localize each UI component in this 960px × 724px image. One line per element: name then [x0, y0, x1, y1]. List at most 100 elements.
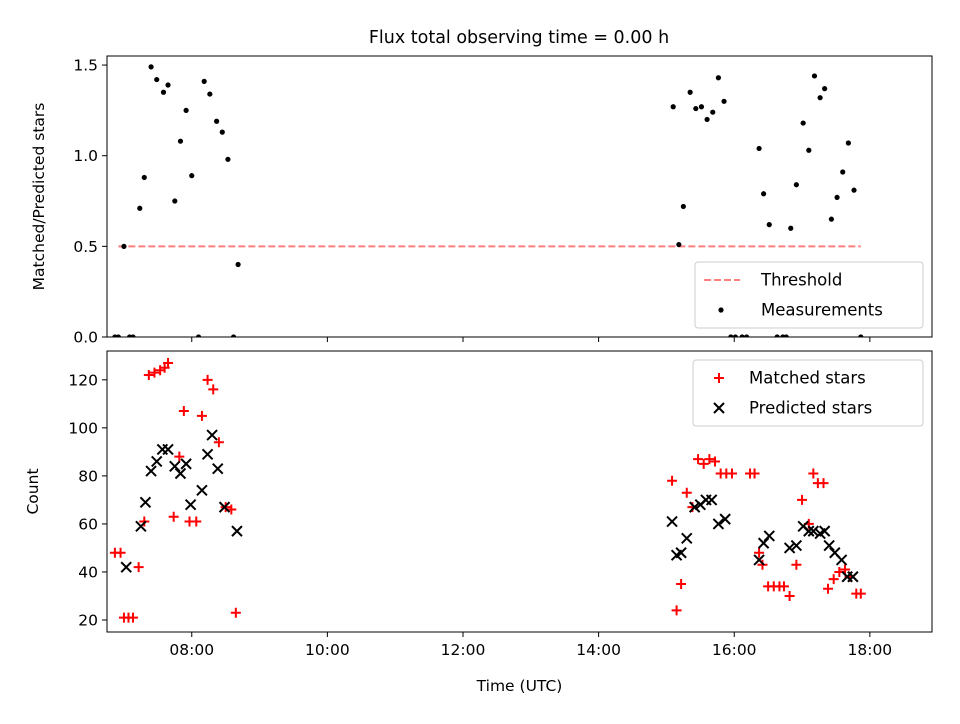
measurement-point	[148, 64, 154, 70]
matched-star-point	[778, 581, 789, 592]
measurement-point	[774, 334, 780, 337]
legend-label: Matched stars	[749, 369, 866, 388]
matched-star-point	[213, 437, 224, 448]
legend: Matched stars Predicted stars	[692, 359, 924, 427]
y-axis-label: Count	[24, 468, 42, 514]
measurement-point	[788, 225, 794, 231]
matched-star-point	[196, 410, 207, 421]
x-tick-label: 12:00	[441, 641, 486, 659]
measurement-point	[183, 107, 189, 113]
matched-star-point	[671, 605, 682, 616]
measurement-point	[670, 104, 676, 110]
legend: Threshold Measurements	[694, 261, 924, 329]
predicted-star-point	[218, 501, 231, 513]
y-tick-label: 80	[78, 467, 98, 485]
matched-star-point	[143, 370, 154, 381]
measurement-point	[137, 205, 143, 211]
legend-box	[694, 261, 924, 329]
measurement-point	[828, 216, 835, 222]
predicted-star-point	[757, 537, 770, 549]
measurement-point	[715, 75, 722, 81]
matched-star-point	[698, 458, 709, 469]
matched-star-point	[823, 583, 834, 594]
predicted-star-point	[145, 465, 157, 477]
measurement-point	[845, 140, 851, 146]
y-tick-label: 40	[78, 563, 98, 581]
measurement-point	[756, 145, 762, 152]
measurement-point	[130, 334, 136, 337]
y-tick-label: 120	[68, 371, 98, 389]
measurement-point	[698, 104, 705, 110]
measurement-point	[704, 116, 710, 123]
predicted-star-point	[681, 532, 693, 545]
legend-predicted-swatch	[713, 402, 725, 414]
matched-star-point	[784, 590, 795, 601]
matched-star-point	[693, 454, 704, 465]
y-tick-label: 0.0	[73, 329, 98, 347]
series-plus	[109, 358, 866, 623]
measurement-point	[851, 187, 857, 193]
measurement-point	[858, 334, 864, 337]
measurement-point	[687, 89, 693, 95]
measurement-point	[225, 156, 231, 162]
predicted-star-point	[231, 525, 243, 537]
measurement-point	[680, 203, 686, 210]
plot-area	[109, 358, 866, 623]
legend-label: Measurements	[761, 301, 883, 320]
matched-star-point	[127, 612, 138, 623]
figure-title: Flux total observing time = 0.00 h	[369, 28, 669, 48]
predicted-star-point	[712, 518, 725, 530]
x-tick-label: 08:00	[169, 641, 214, 659]
predicted-star-point	[120, 561, 132, 573]
predicted-star-point	[180, 458, 192, 470]
series-dot	[112, 64, 864, 337]
matched-star-point	[726, 468, 737, 479]
predicted-star-point	[783, 542, 796, 554]
measurement-point	[744, 334, 750, 337]
predicted-star-point	[790, 539, 803, 552]
matched-star-point	[855, 588, 866, 599]
predicted-star-point	[135, 520, 147, 533]
predicted-star-point	[818, 525, 831, 537]
measurement-point	[793, 182, 799, 188]
matched-star-point	[230, 607, 241, 618]
matched-star-point	[208, 384, 219, 395]
measurement-point	[207, 91, 213, 97]
predicted-star-point	[753, 554, 765, 566]
matched-star-point	[818, 478, 829, 489]
legend-label: Threshold	[760, 271, 842, 290]
matched-star-point	[704, 454, 715, 465]
predicted-star-point	[719, 513, 731, 525]
measurement-point	[219, 129, 225, 135]
matched-star-point	[797, 494, 808, 505]
series-x	[120, 429, 859, 583]
matched-star-point	[178, 406, 189, 417]
measurement-point	[189, 173, 195, 179]
plot-area	[112, 64, 864, 337]
y-tick-label: 100	[68, 419, 98, 437]
measurement-point	[201, 78, 207, 84]
matched-star-point	[808, 468, 819, 479]
matched-star-point	[681, 487, 692, 498]
x-axis-label: Time (UTC)	[476, 677, 563, 695]
x-tick-label: 10:00	[305, 641, 350, 659]
predicted-star-point	[705, 494, 718, 506]
measurement-point	[728, 334, 734, 337]
measurement-point	[766, 222, 772, 228]
matched-star-point	[676, 578, 687, 589]
legend-matched-swatch	[714, 373, 724, 383]
measurement-point	[840, 169, 846, 175]
matched-star-point	[163, 358, 174, 369]
legend-label: Predicted stars	[749, 399, 872, 418]
legend-measurement-swatch	[718, 307, 724, 313]
measurement-point	[214, 118, 220, 124]
matched-star-point	[115, 547, 126, 558]
matched-star-point	[710, 456, 721, 467]
measurement-point	[783, 334, 789, 337]
predicted-star-point	[675, 547, 687, 559]
legend-box	[692, 359, 924, 427]
predicted-star-point	[174, 467, 187, 480]
matched-star-point	[791, 559, 802, 570]
matched-star-point	[754, 547, 765, 558]
matched-star-point	[168, 511, 179, 522]
